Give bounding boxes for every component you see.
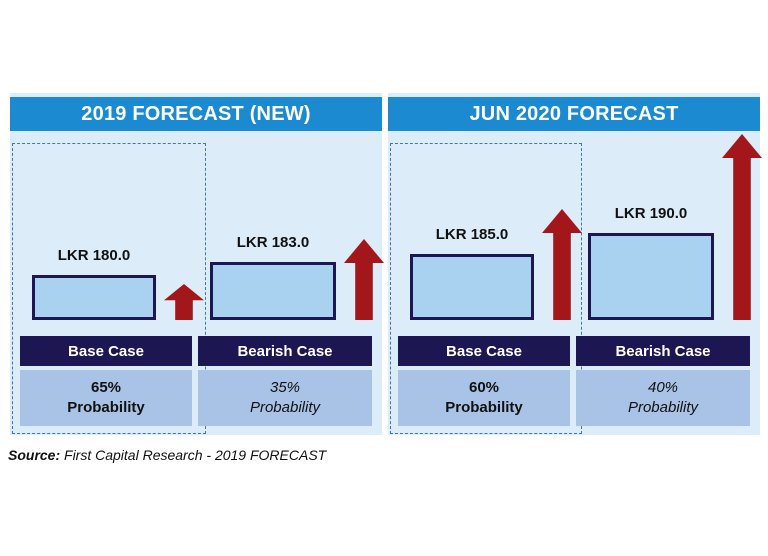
value-label: LKR 180.0: [57, 247, 131, 264]
value-label: LKR 190.0: [614, 205, 688, 222]
arrow-shape: [542, 209, 582, 320]
arrow-shape: [722, 134, 762, 320]
arrow-shape: [344, 239, 384, 320]
case-label: Bearish Case: [198, 336, 372, 366]
up-arrow-icon: [542, 209, 582, 320]
up-arrow-icon: [164, 284, 204, 320]
case-label: Base Case: [398, 336, 570, 366]
selection-outline: [390, 143, 582, 434]
selection-outline: [12, 143, 206, 434]
probability-word: Probability: [627, 399, 699, 416]
probability-word: Probability: [67, 399, 145, 416]
value-label: LKR 183.0: [236, 234, 310, 251]
panel-title: JUN 2020 FORECAST: [388, 97, 760, 131]
probability-value: 40%: [647, 379, 679, 396]
value-box: [210, 262, 336, 320]
probability-cell: 65% Probability: [20, 370, 192, 426]
value-label: LKR 185.0: [435, 226, 509, 243]
probability-word: Probability: [445, 399, 523, 416]
arrow-shape: [164, 284, 204, 320]
probability-cell: 60% Probability: [398, 370, 570, 426]
up-arrow-icon: [722, 134, 762, 320]
value-box: [410, 254, 534, 320]
value-box: [588, 233, 714, 320]
value-box: [32, 275, 156, 320]
panel-title: 2019 FORECAST (NEW): [10, 97, 382, 131]
source-text: First Capital Research - 2019 FORECAST: [60, 447, 327, 463]
case-label: Base Case: [20, 336, 192, 366]
source-note: Source: First Capital Research - 2019 FO…: [8, 447, 326, 463]
up-arrow-icon: [344, 239, 384, 320]
probability-value: 65%: [90, 379, 122, 396]
probability-value: 35%: [269, 379, 301, 396]
probability-cell: 40% Probability: [576, 370, 750, 426]
probability-value: 60%: [468, 379, 500, 396]
probability-word: Probability: [249, 399, 321, 416]
case-label: Bearish Case: [576, 336, 750, 366]
source-prefix: Source:: [8, 447, 61, 463]
probability-cell: 35% Probability: [198, 370, 372, 426]
